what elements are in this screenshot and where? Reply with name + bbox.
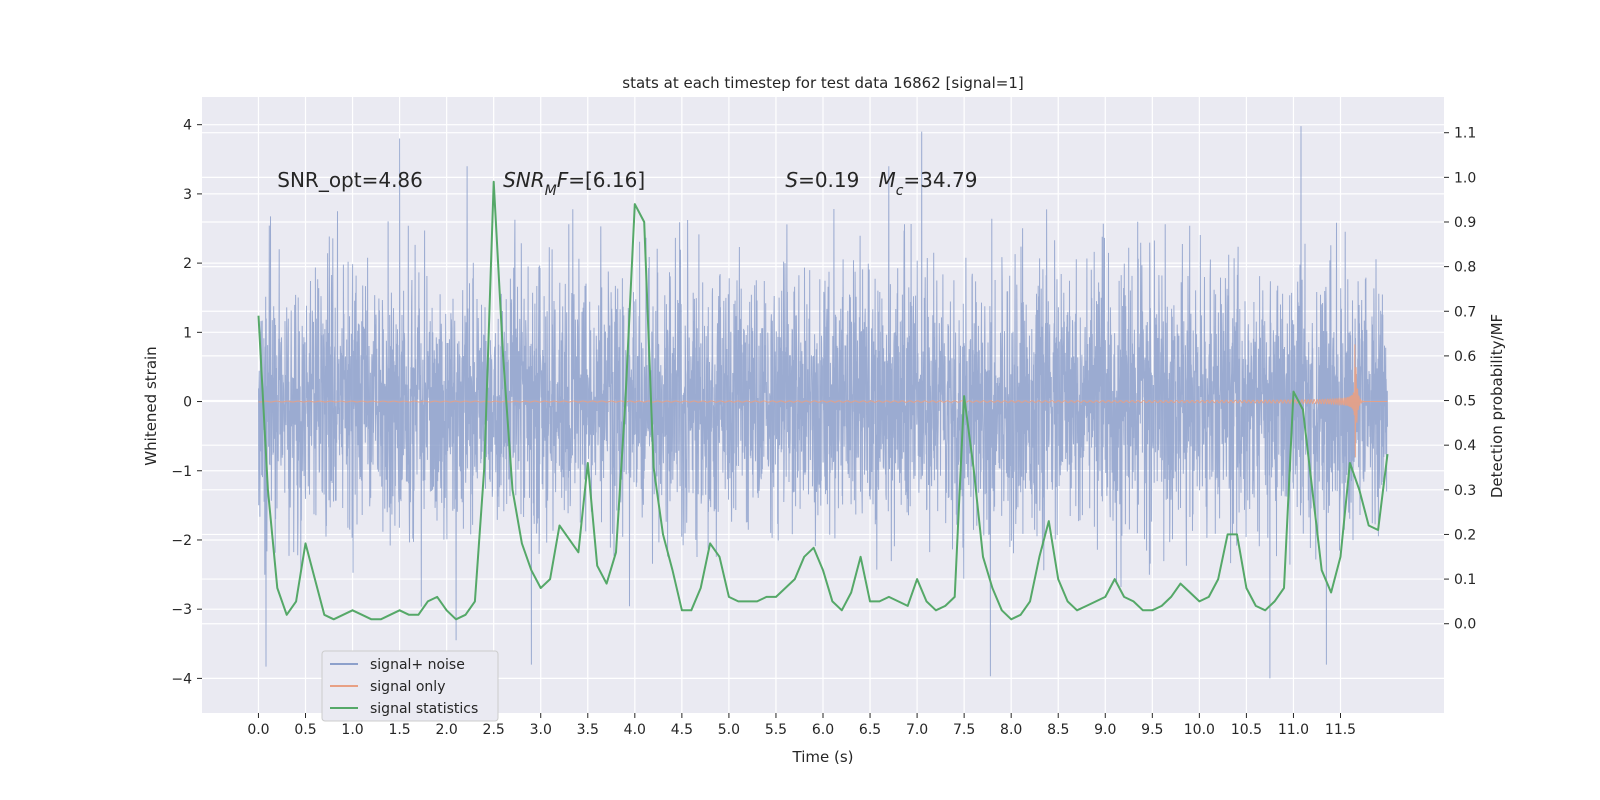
y-left-tick-label: −2 <box>171 533 192 549</box>
x-tick-label: 9.0 <box>1094 722 1116 738</box>
x-tick-label: 4.0 <box>624 722 646 738</box>
y-right-tick-label: 1.1 <box>1454 126 1476 142</box>
annotation-1: SNR_opt=4.86 <box>277 168 423 192</box>
y-right-tick-label: 1.0 <box>1454 170 1476 186</box>
y-right-tick-label: 0.1 <box>1454 572 1476 588</box>
x-axis-title: Time (s) <box>792 748 854 766</box>
x-tick-label: 4.5 <box>671 722 693 738</box>
x-tick-label: 8.5 <box>1047 722 1069 738</box>
x-tick-label: 5.5 <box>765 722 787 738</box>
legend: signal+ noise signal only signal statist… <box>321 650 499 722</box>
x-tick-label: 7.5 <box>953 722 975 738</box>
x-tick-label: 11.5 <box>1325 722 1356 738</box>
y-right-tick-label: 0.9 <box>1454 215 1476 231</box>
line-signal-only <box>258 344 1388 458</box>
legend-label-signal-statistics: signal statistics <box>370 701 478 717</box>
x-tick-label: 3.5 <box>577 722 599 738</box>
y-right-tick-label: 0.4 <box>1454 438 1476 454</box>
x-axis-ticks: 0.0 0.5 1.0 1.5 2.0 2.5 3.0 3.5 4.0 4.5 5.0 5.5 6.0 6… <box>247 713 1356 738</box>
y-right-axis-ticks: 0.0 0.1 0.2 0.3 0.4 0.5 0.6 0.7 0.8 0.9 1.0 1.1 <box>1444 126 1476 633</box>
line-signal-noise <box>258 126 1388 679</box>
y-right-tick-label: 0.3 <box>1454 483 1476 499</box>
x-tick-label: 0.5 <box>294 722 316 738</box>
annotations: SNR_opt=4.86 SNRMF=[6.16] S=0.19 Mc=34.79 <box>277 168 977 199</box>
x-tick-label: 7.0 <box>906 722 928 738</box>
series-signal-noise <box>258 126 1388 679</box>
y-left-axis-title: Whitened strain <box>142 346 160 465</box>
x-tick-label: 2.0 <box>436 722 458 738</box>
y-left-axis-ticks: −4 −3 −2 −1 0 1 2 3 4 <box>171 118 202 687</box>
x-tick-label: 6.5 <box>859 722 881 738</box>
x-tick-label: 10.5 <box>1231 722 1262 738</box>
line-signal-statistics <box>257 180 1389 621</box>
legend-label-signal-noise: signal+ noise <box>370 657 465 673</box>
legend-label-signal-only: signal only <box>370 679 445 695</box>
series-signal-statistics <box>257 180 1389 621</box>
x-tick-label: 0.0 <box>247 722 269 738</box>
y-right-axis-title: Detection probability/MF <box>1488 314 1506 498</box>
y-left-tick-label: −1 <box>171 464 192 480</box>
y-right-tick-label: 0.6 <box>1454 349 1476 365</box>
x-tick-label: 1.5 <box>388 722 410 738</box>
x-tick-label: 11.0 <box>1278 722 1309 738</box>
x-tick-label: 8.0 <box>1000 722 1022 738</box>
x-tick-label: 5.0 <box>718 722 740 738</box>
x-tick-label: 2.5 <box>483 722 505 738</box>
x-tick-label: 6.0 <box>812 722 834 738</box>
y-right-tick-label: 0.5 <box>1454 394 1476 410</box>
x-tick-label: 10.0 <box>1184 722 1215 738</box>
y-left-tick-label: 2 <box>183 256 192 272</box>
legend-box <box>321 650 499 722</box>
y-right-tick-label: 0.7 <box>1454 304 1476 320</box>
y-left-tick-label: −3 <box>171 602 192 618</box>
series-signal-only <box>258 344 1388 458</box>
chart-title: stats at each timestep for test data 168… <box>622 74 1023 92</box>
y-left-tick-label: −4 <box>171 671 192 687</box>
annotation-3: S=0.19 Mc=34.79 <box>785 168 977 199</box>
x-tick-label: 3.0 <box>530 722 552 738</box>
annotation-2: SNRMF=[6.16] <box>503 168 645 199</box>
y-left-tick-label: 0 <box>183 395 192 411</box>
y-left-tick-label: 1 <box>183 325 192 341</box>
y-right-tick-label: 0.2 <box>1454 527 1476 543</box>
y-left-tick-label: 3 <box>183 187 192 203</box>
y-right-tick-label: 0.8 <box>1454 260 1476 276</box>
y-right-tick-label: 0.0 <box>1454 617 1476 633</box>
x-tick-label: 9.5 <box>1141 722 1163 738</box>
x-tick-label: 1.0 <box>341 722 363 738</box>
y-left-tick-label: 4 <box>183 118 192 134</box>
